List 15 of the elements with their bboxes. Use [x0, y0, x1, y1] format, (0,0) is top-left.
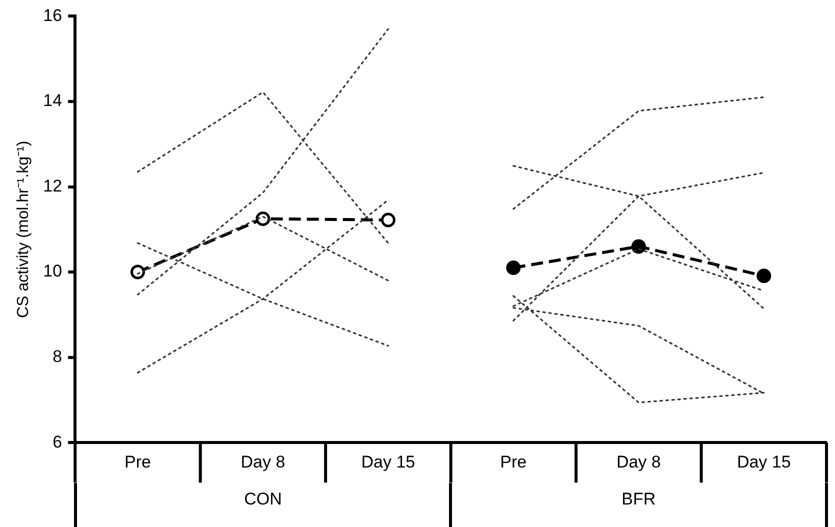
y-tick-label: 10	[43, 262, 62, 281]
x-tick-label: Day 8	[240, 452, 286, 472]
text: BFR	[622, 489, 656, 508]
y-tick-label: 12	[43, 176, 62, 196]
text: CON	[244, 489, 282, 508]
x-tick-label: Day 8	[616, 452, 661, 472]
y-tick-label: 6	[52, 432, 62, 452]
x-tick-label: Day 15	[736, 452, 791, 472]
y-axis-title: CS activity (mol.hr⁻¹.kg⁻¹)	[15, 140, 32, 318]
x-tick-label: Pre	[500, 452, 527, 472]
y-tick-label: 8	[52, 347, 62, 366]
y-tick-label: 16	[43, 6, 62, 25]
x-tick-label: Pre	[124, 452, 151, 472]
y-tick-label: 14	[43, 91, 62, 110]
x-tick-label: Day 15	[361, 452, 416, 472]
